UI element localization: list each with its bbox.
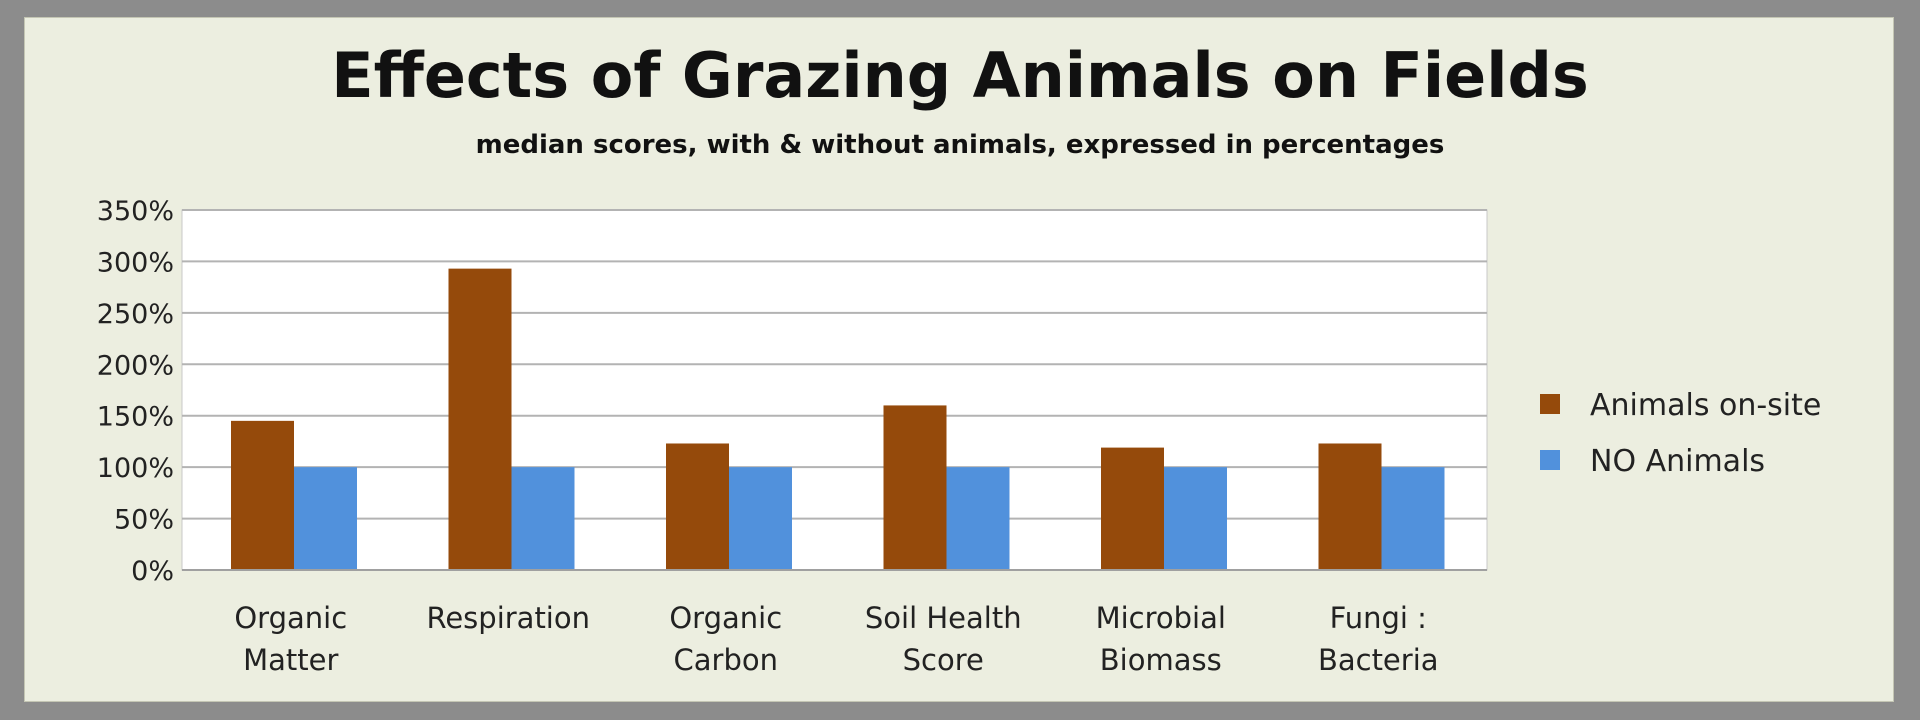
bar — [729, 467, 792, 570]
legend-swatch — [1540, 450, 1560, 470]
chart-subtitle: median scores, with & without animals, e… — [475, 130, 1445, 160]
x-tick-label-line: Carbon — [674, 643, 778, 677]
y-tick-label: 100% — [97, 453, 174, 484]
x-axis-labels: Organic Matter Respiration Organic Carbon Soi… — [234, 601, 1438, 677]
x-tick-label: Soil Health Score — [865, 601, 1022, 677]
x-tick-label-line: Organic — [669, 601, 782, 635]
chart-title: Effects of Grazing Animals on Fields — [331, 39, 1589, 112]
x-tick-label-line: Soil Health — [865, 601, 1022, 635]
x-tick-label: Organic Matter — [234, 601, 347, 677]
y-tick-label: 50% — [114, 505, 174, 536]
bar — [1164, 467, 1227, 570]
x-tick-label-line: Biomass — [1100, 643, 1222, 677]
legend-label: NO Animals — [1590, 444, 1765, 479]
bar — [448, 268, 512, 570]
y-tick-label: 250% — [97, 299, 174, 330]
x-tick-label-line: Bacteria — [1318, 643, 1439, 677]
legend: Animals on-site NO Animals — [1540, 388, 1821, 479]
y-tick-label: 350% — [97, 196, 174, 227]
x-tick-label-line: Fungi : — [1330, 601, 1427, 635]
bar — [231, 420, 294, 570]
bar — [1381, 467, 1445, 570]
x-tick-label-line: Score — [903, 643, 984, 677]
bar — [666, 443, 729, 570]
bar — [1318, 443, 1382, 570]
x-tick-label-line: Microbial — [1096, 601, 1226, 635]
y-axis-labels: 0% 50% 100% 150% 200% 250% 300% 350% — [97, 196, 174, 587]
plot-area — [181, 209, 1488, 571]
y-tick-label: 0% — [131, 556, 174, 587]
y-tick-label: 300% — [97, 247, 174, 278]
bar — [1101, 447, 1164, 570]
bar — [294, 467, 357, 570]
y-tick-label: 200% — [97, 350, 174, 381]
x-tick-label-line: Respiration — [426, 601, 590, 635]
x-tick-label: Microbial Biomass — [1096, 601, 1226, 677]
bars — [231, 268, 1445, 570]
bar — [946, 467, 1010, 570]
bar — [511, 467, 575, 570]
x-tick-label-line: Matter — [243, 643, 338, 677]
legend-swatch — [1540, 394, 1560, 414]
gridlines — [182, 209, 1487, 520]
legend-label: Animals on-site — [1590, 388, 1821, 423]
bar — [883, 405, 947, 570]
x-tick-label: Respiration — [426, 601, 590, 635]
y-tick-label: 150% — [97, 402, 174, 433]
x-tick-label: Fungi : Bacteria — [1318, 601, 1439, 677]
x-tick-label-line: Organic — [234, 601, 347, 635]
x-tick-label: Organic Carbon — [669, 601, 782, 677]
